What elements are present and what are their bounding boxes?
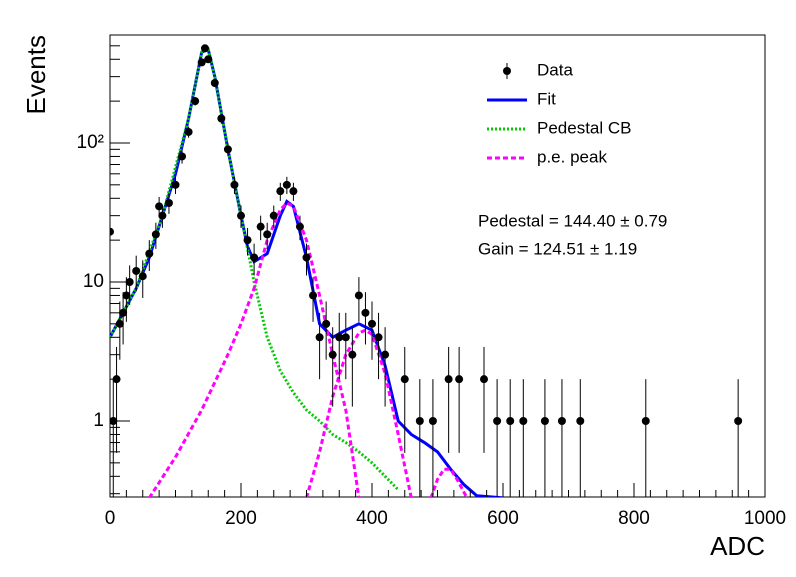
- data-point: [455, 375, 464, 384]
- data-point: [348, 350, 357, 359]
- data-point: [576, 417, 585, 426]
- data-point: [734, 417, 743, 426]
- data-point: [204, 55, 213, 64]
- plot-area: [110, 44, 743, 497]
- data-point: [243, 236, 252, 245]
- x-axis-label: ADC: [710, 531, 765, 561]
- data-point: [237, 211, 245, 220]
- data-point: [557, 417, 566, 426]
- data-point: [200, 44, 209, 53]
- data-point: [191, 97, 200, 106]
- data-point: [269, 211, 278, 220]
- x-tick-label: 600: [487, 508, 519, 529]
- data-point: [540, 417, 549, 426]
- legend-label: Pedestal CB: [537, 118, 632, 137]
- data-point: [315, 333, 324, 342]
- data-point: [328, 350, 337, 359]
- data-point: [155, 202, 164, 211]
- plot-frame: [109, 34, 766, 498]
- legend-label: p.e. peak: [537, 147, 607, 166]
- data-point: [354, 291, 363, 300]
- data-point: [171, 180, 180, 189]
- data-point: [641, 417, 650, 426]
- data-point: [400, 375, 409, 384]
- legend-label: Fit: [537, 89, 556, 108]
- x-tick-label: 800: [618, 508, 650, 529]
- x-tick-label: 0: [105, 508, 116, 529]
- data-point: [519, 417, 528, 426]
- fit-curve: [110, 47, 400, 491]
- data-point: [322, 319, 331, 328]
- fit-curve: [148, 201, 361, 497]
- data-point: [368, 319, 376, 328]
- data-point: [428, 417, 437, 426]
- fit-curve: [429, 467, 469, 497]
- data-point: [415, 417, 424, 426]
- data-point: [480, 375, 489, 384]
- data-point: [158, 211, 167, 220]
- data-point: [122, 291, 131, 300]
- data-point: [309, 291, 318, 300]
- data-point: [223, 145, 232, 154]
- y-axis-label: Events: [21, 35, 51, 115]
- x-tick-label: 1000: [744, 508, 786, 529]
- data-point: [263, 230, 272, 239]
- data-point: [444, 375, 453, 384]
- y-tick-label: 1: [93, 410, 104, 431]
- data-point: [132, 266, 141, 275]
- data-point: [210, 79, 219, 88]
- fit-curve: [305, 328, 413, 497]
- annotation: Gain = 124.51 ± 1.19: [478, 239, 637, 258]
- data-point: [282, 180, 291, 189]
- data-point: [164, 198, 173, 207]
- x-tick-label: 200: [225, 508, 257, 529]
- data-point: [295, 222, 304, 231]
- annotation: Pedestal = 144.40 ± 0.79: [478, 211, 667, 230]
- data-point: [184, 127, 193, 136]
- data-point: [302, 253, 311, 262]
- x-tick-label: 400: [356, 508, 388, 529]
- y-tick-label: 10: [83, 271, 104, 292]
- legend-label: Data: [537, 60, 573, 79]
- data-point: [506, 417, 515, 426]
- data-point: [289, 187, 298, 196]
- data-point: [110, 227, 114, 236]
- data-point: [119, 308, 128, 317]
- legend-marker: [503, 67, 511, 75]
- data-point: [230, 180, 239, 189]
- data-point: [335, 333, 344, 342]
- data-point: [374, 333, 383, 342]
- data-point: [276, 187, 285, 196]
- data-point: [217, 114, 226, 123]
- data-point: [151, 230, 160, 239]
- data-point: [361, 308, 370, 317]
- data-point: [145, 249, 154, 258]
- data-point: [138, 272, 147, 281]
- y-tick-label: 10²: [77, 132, 104, 153]
- data-point: [250, 253, 259, 262]
- data-point: [256, 222, 265, 231]
- data-point: [178, 152, 187, 161]
- data-point: [381, 350, 390, 359]
- data-point: [197, 58, 206, 67]
- data-point: [493, 417, 502, 426]
- data-point: [341, 333, 350, 342]
